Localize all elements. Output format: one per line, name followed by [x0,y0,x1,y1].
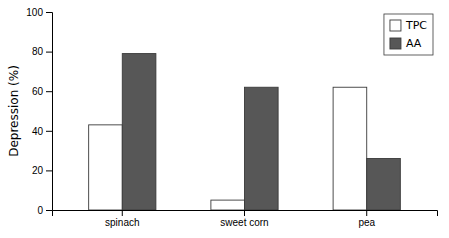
y-tick-mark [46,12,52,13]
y-axis-title: Depression (%) [7,65,21,157]
y-tick: 20 [32,165,52,176]
y-tick-label: 100 [26,7,43,18]
legend-item: AA [390,37,422,50]
plot: 0 20 40 60 80 100 spinach sweet corn pea TPC AA [26,7,437,228]
y-tick-mark [46,170,52,171]
x-axis: spinach sweet corn pea [53,210,438,228]
y-axis: 0 20 40 60 80 100 [26,7,52,216]
y-tick-mark [46,131,52,132]
bar [122,54,156,210]
bar [367,159,401,210]
y-tick-mark [46,52,52,53]
y-tick-label: 40 [32,126,44,137]
y-tick-label: 20 [32,165,44,176]
legend: TPC AA [384,14,433,55]
bars [89,54,401,210]
bar [211,200,245,210]
y-tick: 0 [37,205,52,216]
bar [245,87,279,210]
legend-label: TPC [405,19,427,32]
x-tick-mark [366,210,367,216]
y-tick-mark [46,210,52,211]
x-axis-line [53,211,438,217]
y-tick-mark [46,91,52,92]
x-tick-mark [122,210,123,216]
x-tick-label: pea [358,217,375,228]
y-axis-line [46,13,53,211]
y-tick: 80 [32,46,52,57]
x-tick-mark [244,210,245,216]
legend-box [384,14,433,55]
y-tick: 60 [32,86,52,97]
y-tick-label: 0 [37,205,43,216]
legend-swatch [390,38,401,49]
x-tick: sweet corn [220,210,268,228]
legend-swatch [390,20,401,31]
chart: 0 20 40 60 80 100 spinach sweet corn pea TPC AA Dep… [0,0,449,238]
legend-label: AA [406,37,422,50]
legend-item: TPC [390,19,427,32]
y-tick-label: 60 [32,86,44,97]
x-tick: spinach [105,210,139,228]
y-tick-label: 80 [32,46,44,57]
x-tick: pea [358,210,375,228]
x-tick-label: spinach [105,217,139,228]
y-tick: 100 [26,7,52,18]
y-tick: 40 [32,126,52,137]
x-tick-label: sweet corn [220,217,268,228]
bar [89,125,123,210]
bar [333,87,367,210]
